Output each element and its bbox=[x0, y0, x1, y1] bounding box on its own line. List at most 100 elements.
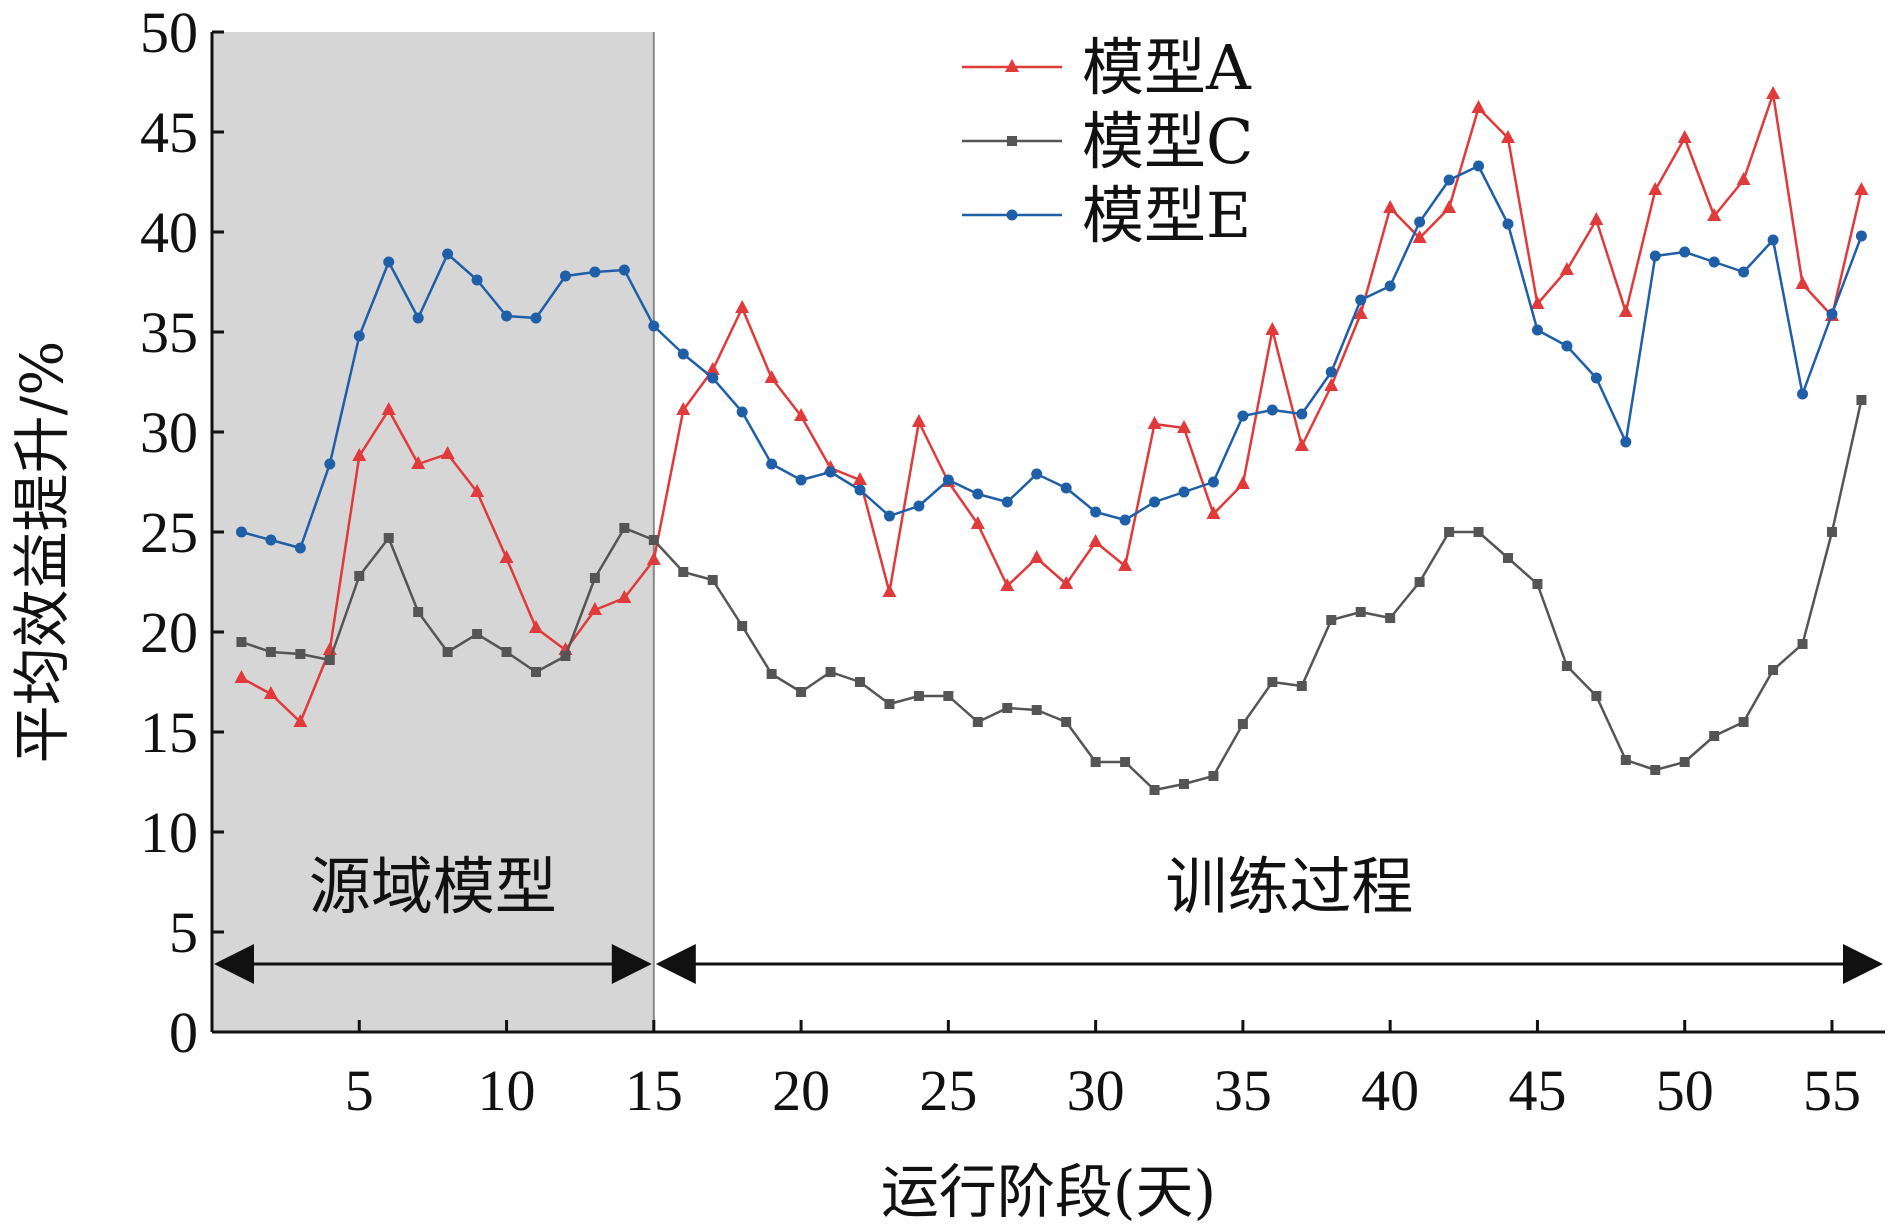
data-point-marker bbox=[294, 542, 306, 554]
data-point-marker bbox=[1795, 276, 1810, 289]
data-point-marker bbox=[1326, 615, 1337, 625]
legend-item-1: 模型A bbox=[962, 31, 1252, 104]
data-point-marker bbox=[295, 649, 306, 659]
legend-item-3: 模型E bbox=[962, 179, 1251, 252]
data-point-marker bbox=[530, 312, 542, 324]
data-point-marker bbox=[293, 714, 308, 727]
x-tick-label: 40 bbox=[1361, 1058, 1419, 1123]
data-point-marker bbox=[1679, 246, 1691, 258]
data-point-marker bbox=[235, 526, 247, 538]
data-point-marker bbox=[1856, 395, 1867, 405]
data-point-marker bbox=[1766, 86, 1781, 99]
phase-arrows bbox=[214, 944, 1883, 984]
phase-label-source-domain: 源域模型 bbox=[309, 850, 557, 923]
data-point-marker bbox=[470, 484, 485, 497]
x-tick-label: 45 bbox=[1508, 1058, 1566, 1123]
series-line bbox=[240, 92, 1863, 724]
data-point-marker bbox=[648, 320, 660, 332]
data-point-marker bbox=[1561, 661, 1572, 671]
data-point-marker bbox=[1237, 410, 1249, 422]
data-point-marker bbox=[1650, 765, 1661, 775]
data-point-marker bbox=[1031, 468, 1043, 480]
data-point-marker bbox=[1325, 366, 1337, 378]
data-point-marker bbox=[499, 550, 514, 563]
data-point-marker bbox=[677, 348, 689, 360]
data-point-marker bbox=[1147, 416, 1162, 429]
data-point-marker bbox=[617, 590, 632, 603]
data-point-marker bbox=[1648, 182, 1663, 195]
training-arrow bbox=[655, 944, 1883, 984]
data-point-marker bbox=[1530, 296, 1545, 309]
data-point-marker bbox=[1324, 378, 1339, 391]
data-point-marker bbox=[442, 647, 453, 657]
data-point-marker bbox=[1444, 527, 1455, 537]
data-point-marker bbox=[234, 670, 249, 683]
data-point-marker bbox=[882, 584, 897, 597]
data-point-marker bbox=[943, 691, 954, 701]
data-point-marker bbox=[1296, 681, 1307, 691]
data-point-marker bbox=[1178, 779, 1189, 789]
data-point-marker bbox=[1502, 218, 1514, 230]
data-point-marker bbox=[1385, 613, 1396, 623]
data-point-marker bbox=[1618, 304, 1633, 317]
y-tick-label: 50 bbox=[140, 0, 198, 65]
data-point-marker bbox=[766, 669, 777, 679]
phase-label-training: 训练过程 bbox=[1165, 850, 1413, 923]
data-point-marker bbox=[353, 330, 365, 342]
data-point-marker bbox=[1442, 200, 1457, 213]
data-point-marker bbox=[766, 458, 778, 470]
x-tick-label: 25 bbox=[919, 1058, 977, 1123]
data-point-marker bbox=[854, 484, 866, 496]
data-point-marker bbox=[381, 402, 396, 415]
data-point-marker bbox=[852, 472, 867, 485]
data-point-marker bbox=[1355, 607, 1366, 617]
y-axis-title: 平均效益提升/% bbox=[8, 341, 76, 764]
data-point-marker bbox=[795, 474, 807, 486]
data-point-marker bbox=[412, 312, 424, 324]
data-point-marker bbox=[472, 629, 483, 639]
x-tick-label: 15 bbox=[625, 1058, 683, 1123]
data-point-marker bbox=[442, 248, 454, 260]
data-point-marker bbox=[1207, 476, 1219, 488]
y-tick-label: 45 bbox=[140, 100, 198, 165]
data-point-marker bbox=[354, 571, 365, 581]
data-point-marker bbox=[705, 362, 720, 375]
data-point-marker bbox=[1383, 200, 1398, 213]
data-point-marker bbox=[1677, 130, 1692, 143]
data-point-marker bbox=[1826, 527, 1837, 537]
data-point-marker bbox=[324, 655, 335, 665]
legend-item-2: 模型C bbox=[962, 105, 1253, 178]
x-tick-label: 5 bbox=[345, 1058, 374, 1123]
data-point-marker bbox=[1149, 496, 1161, 508]
data-point-marker bbox=[736, 406, 748, 418]
arrow-head-left bbox=[655, 944, 696, 984]
data-point-marker bbox=[1149, 785, 1160, 795]
data-point-marker bbox=[1267, 677, 1278, 687]
x-axis-title: 运行阶段(天) bbox=[881, 1158, 1216, 1226]
y-tick-label: 15 bbox=[140, 700, 198, 765]
data-point-marker bbox=[1709, 731, 1720, 741]
data-point-marker bbox=[678, 567, 689, 577]
data-point-marker bbox=[1007, 136, 1017, 146]
data-point-marker bbox=[1797, 388, 1809, 400]
legend-label: 模型C bbox=[1082, 105, 1253, 178]
data-point-marker bbox=[1854, 182, 1869, 195]
data-point-marker bbox=[1006, 209, 1018, 221]
source-domain-arrow bbox=[214, 944, 652, 984]
x-tick-label: 30 bbox=[1067, 1058, 1125, 1123]
data-point-marker bbox=[942, 474, 954, 486]
data-point-marker bbox=[794, 408, 809, 421]
data-point-marker bbox=[1591, 691, 1602, 701]
data-point-marker bbox=[737, 621, 748, 631]
data-point-marker bbox=[1090, 506, 1102, 518]
data-point-marker bbox=[1353, 306, 1368, 319]
data-point-marker bbox=[913, 500, 925, 512]
data-point-marker bbox=[1265, 322, 1280, 335]
data-point-marker bbox=[1679, 757, 1690, 767]
data-point-marker bbox=[236, 637, 247, 647]
tick-group: 0 5 10 15 20 25 30 35 40 45 50 5 10 15 20 25 30 35 40 45 50 5… bbox=[140, 0, 1861, 1123]
data-point-marker bbox=[263, 686, 278, 699]
data-point-marker bbox=[352, 448, 367, 461]
